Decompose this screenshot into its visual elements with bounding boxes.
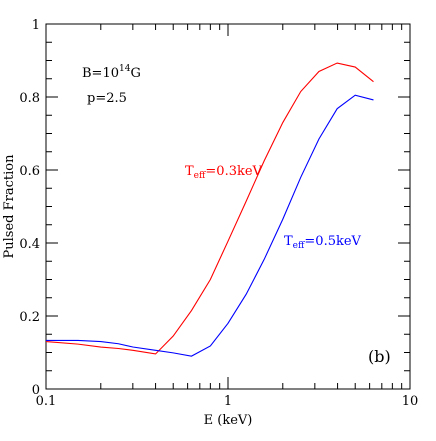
x-tick-label: 0.1 bbox=[36, 394, 57, 409]
x-tick-label: 10 bbox=[402, 394, 419, 409]
p-annotation: p=2.5 bbox=[87, 91, 127, 106]
series-label-1: Teff=0.5keV bbox=[284, 234, 362, 251]
series-line-1 bbox=[46, 94, 374, 357]
y-tick-label: 0.6 bbox=[19, 164, 40, 179]
y-tick-label: 0.8 bbox=[19, 91, 40, 106]
series-lines bbox=[45, 62, 374, 357]
series-line-0 bbox=[45, 62, 374, 355]
series-label-0: Teff=0.3keV bbox=[185, 164, 263, 181]
y-tick-label: 0 bbox=[32, 383, 40, 398]
y-tick-label: 0.2 bbox=[19, 310, 40, 325]
x-tick-label: 1 bbox=[224, 394, 232, 409]
field-annotation: B=1014G bbox=[82, 64, 141, 81]
panel-label: (b) bbox=[368, 347, 391, 366]
chart-texts: 0.1 1 10 0 0.2 0.4 0.6 0.8 1 E (keV) Pulsed Fracti… bbox=[2, 18, 418, 428]
y-axis-label: Pulsed Fraction bbox=[2, 154, 17, 259]
y-tick-label: 0.4 bbox=[19, 237, 40, 252]
y-tick-label: 1 bbox=[32, 18, 40, 33]
x-axis-label: E (keV) bbox=[204, 413, 253, 428]
axis-ticks bbox=[45, 23, 411, 390]
